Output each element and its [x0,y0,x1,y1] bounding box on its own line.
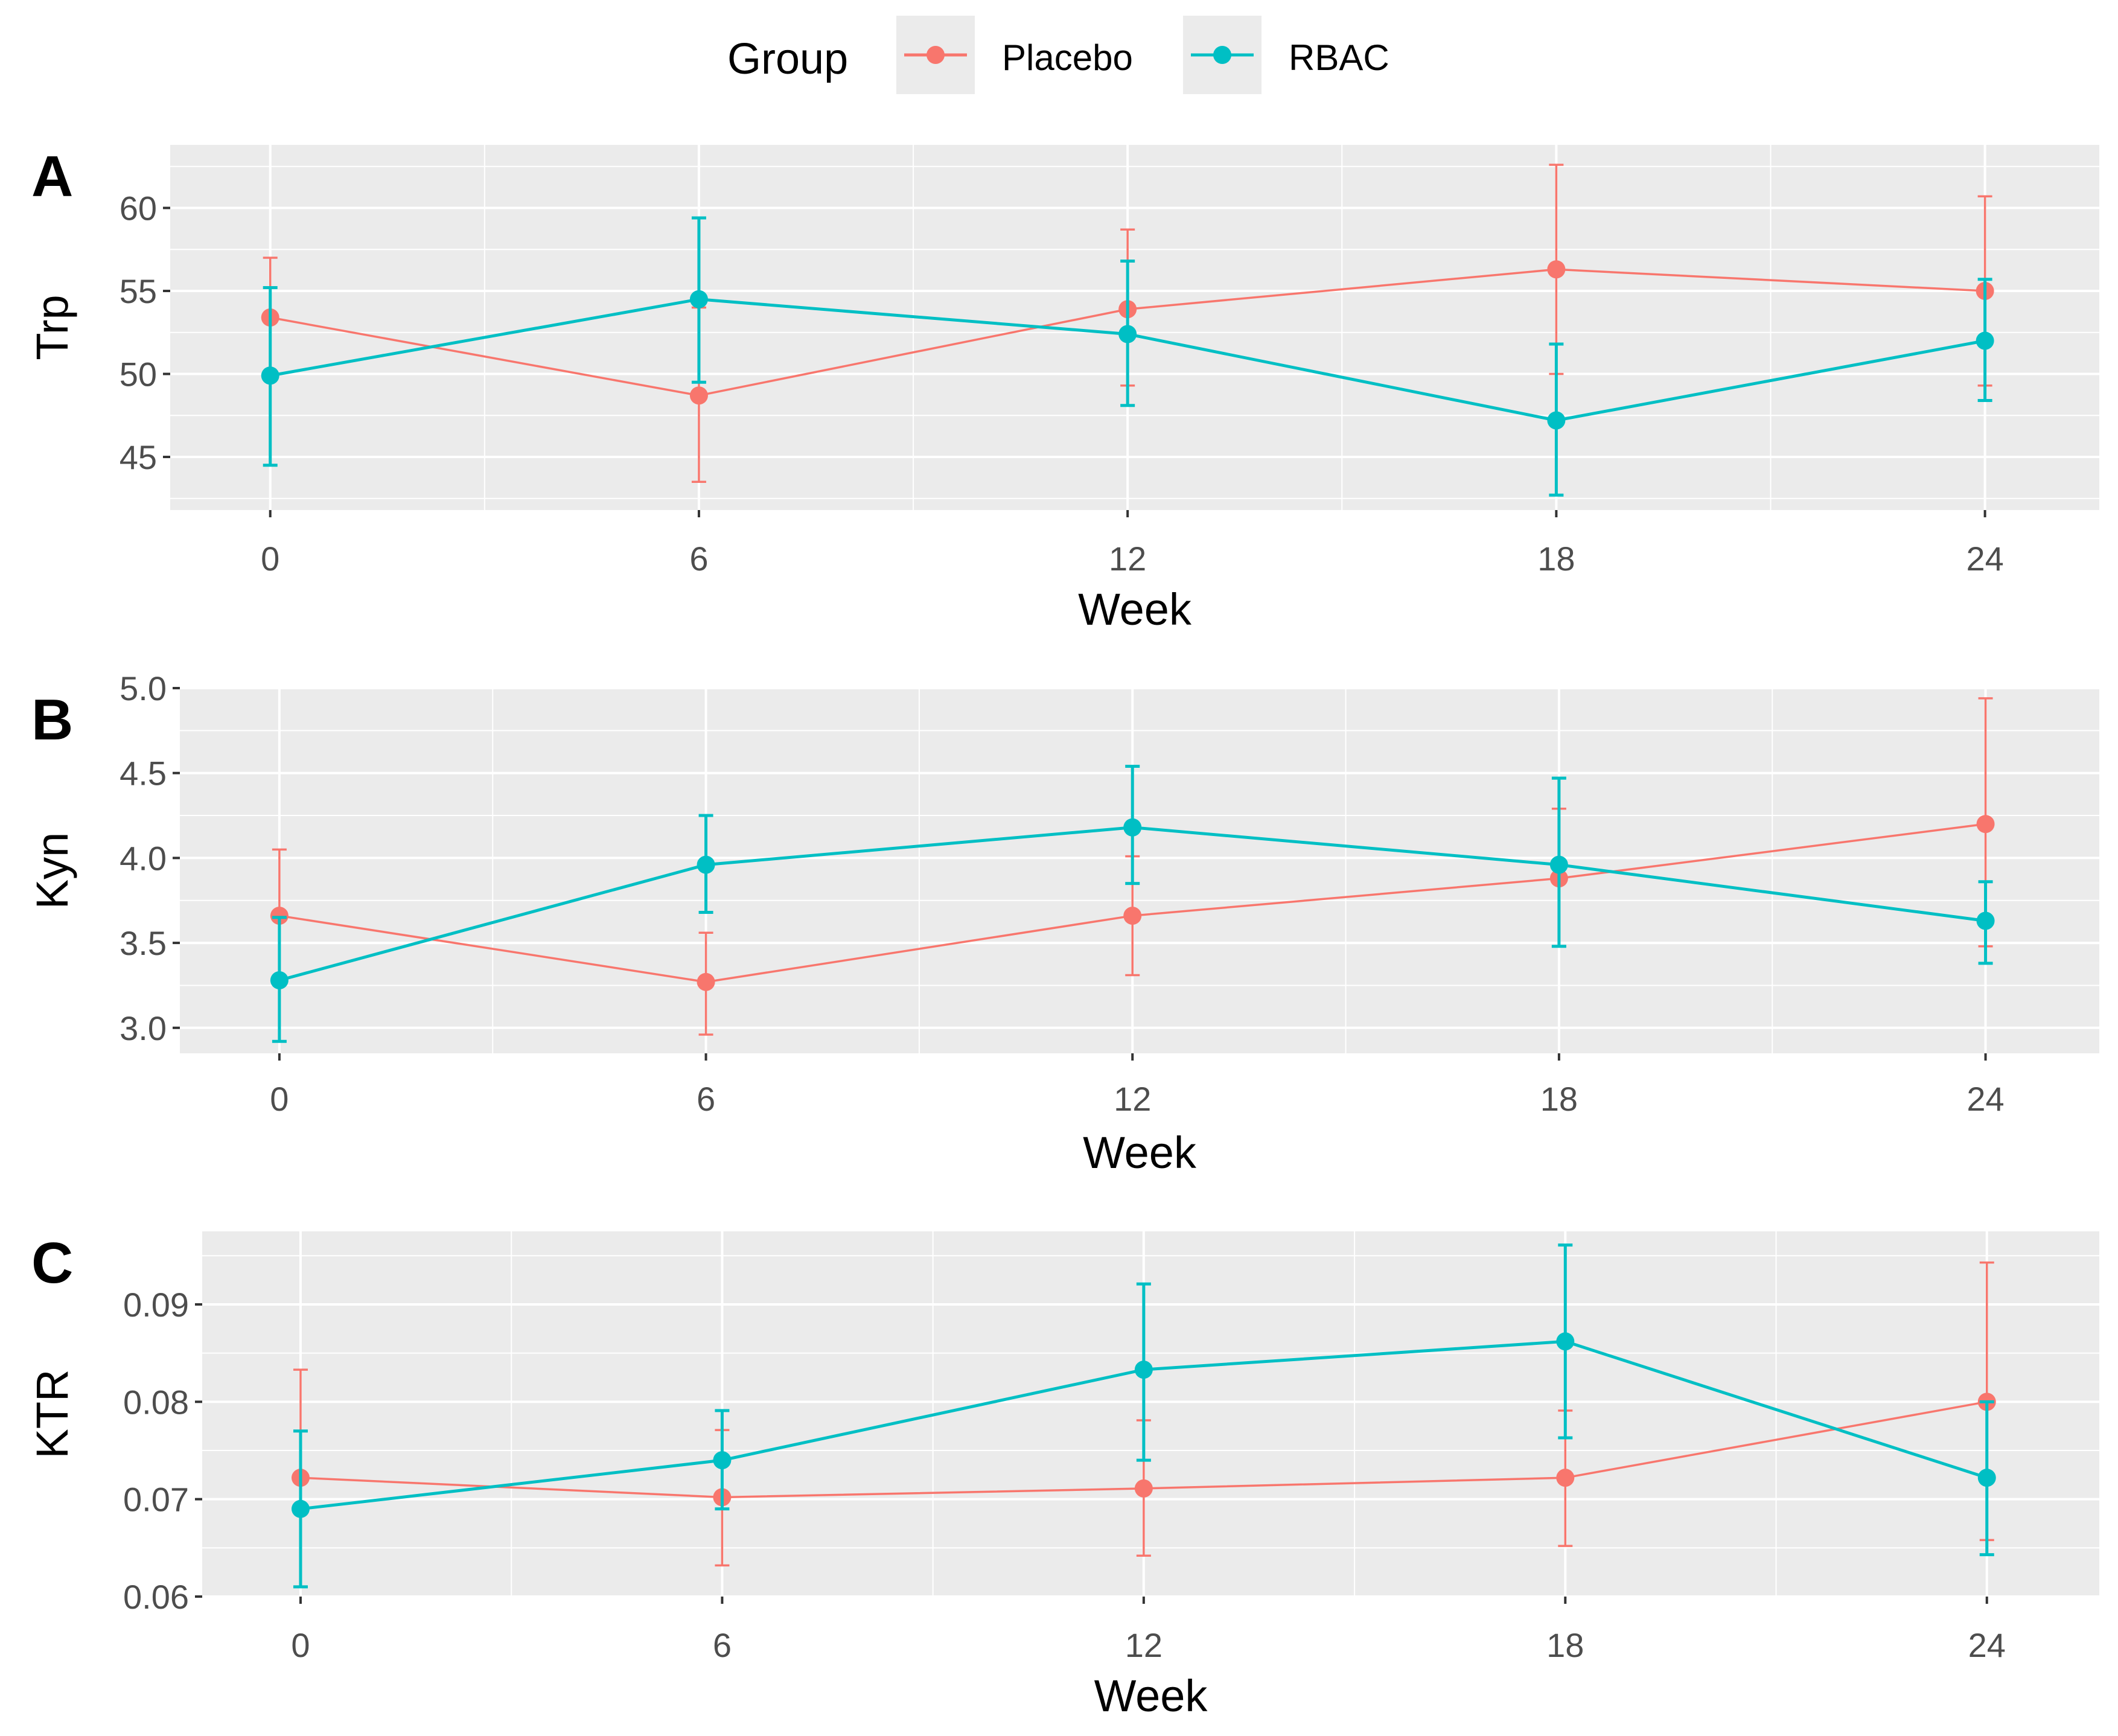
x-tick-label: 12 [1114,1080,1151,1118]
y-tick-label: 3.5 [120,924,167,962]
y-tick-label: 60 [120,190,157,228]
point-rbac [1556,1332,1575,1351]
x-tick-label: 24 [1966,1080,2004,1118]
x-axis-title: Week [1078,584,1192,634]
point-rbac [1976,911,1995,930]
panel-tag: B [31,688,73,752]
point-placebo [689,386,708,405]
x-tick-label: 18 [1546,1626,1584,1664]
x-tick-label: 6 [697,1080,715,1118]
y-tick-label: 4.5 [120,755,167,793]
point-placebo [1134,1479,1153,1498]
point-rbac [1118,325,1137,343]
legend-label-rbac: RBAC [1289,37,1389,78]
x-tick-label: 0 [270,1080,289,1118]
x-tick-label: 18 [1537,540,1575,578]
y-tick-label: 0.09 [123,1286,189,1324]
x-tick-label: 6 [689,540,708,578]
plot-background [170,145,2099,510]
y-tick-label: 45 [120,438,157,476]
x-tick-label: 12 [1109,540,1146,578]
point-rbac [261,366,279,385]
y-axis-title: Kyn [27,832,77,910]
point-rbac [713,1451,732,1470]
y-axis-title: KTR [27,1370,77,1459]
point-placebo [697,972,715,991]
legend-label-placebo: Placebo [1002,37,1133,78]
y-tick-label: 55 [120,272,157,310]
point-rbac [1977,1469,1996,1487]
x-axis-title: Week [1094,1671,1208,1721]
point-rbac [1123,818,1142,837]
plot-background [180,688,2099,1053]
y-axis-title: Trp [27,295,77,360]
legend-key-rbac-point [1213,46,1231,64]
point-placebo [270,907,289,925]
point-rbac [1976,331,1994,350]
point-rbac [1547,411,1566,430]
x-tick-label: 0 [291,1626,310,1664]
point-placebo [1976,815,1995,834]
legend-key-placebo-point [927,46,945,64]
y-tick-label: 5.0 [120,669,167,707]
x-tick-label: 6 [713,1626,732,1664]
legend: Group Placebo RBAC [727,16,1389,94]
y-tick-label: 3.0 [120,1009,167,1047]
point-rbac [291,1499,310,1518]
y-tick-label: 4.0 [120,839,167,877]
plot-background [202,1231,2099,1597]
x-tick-label: 0 [261,540,279,578]
panel-b: 3.0 3.5 4.0 4.5 5.0 0 6 12 18 24 Week Kyn B [27,669,2099,1178]
y-tick-label: 0.06 [123,1578,189,1616]
x-tick-label: 24 [1968,1626,2006,1664]
point-placebo [1547,260,1566,279]
panel-tag: C [31,1231,73,1295]
point-placebo [1123,907,1142,925]
y-tick-label: 0.08 [123,1383,189,1421]
x-tick-label: 12 [1125,1626,1163,1664]
x-axis-title: Week [1083,1128,1197,1178]
x-tick-label: 18 [1540,1080,1578,1118]
y-tick-label: 0.07 [123,1481,189,1519]
point-rbac [270,971,289,989]
panel-tag: A [31,144,73,209]
panel-c: 0.06 0.07 0.08 0.09 0 6 12 18 24 Week KTR C [27,1231,2099,1721]
y-tick-label: 50 [120,356,157,394]
panel-a: 45 50 55 60 0 6 12 18 24 Week Trp A [27,144,2099,634]
x-tick-label: 24 [1966,540,2003,578]
point-placebo [1556,1469,1575,1487]
point-rbac [697,855,715,874]
point-rbac [1134,1361,1153,1379]
legend-title: Group [727,35,848,83]
point-rbac [689,290,708,308]
point-rbac [1549,855,1568,874]
